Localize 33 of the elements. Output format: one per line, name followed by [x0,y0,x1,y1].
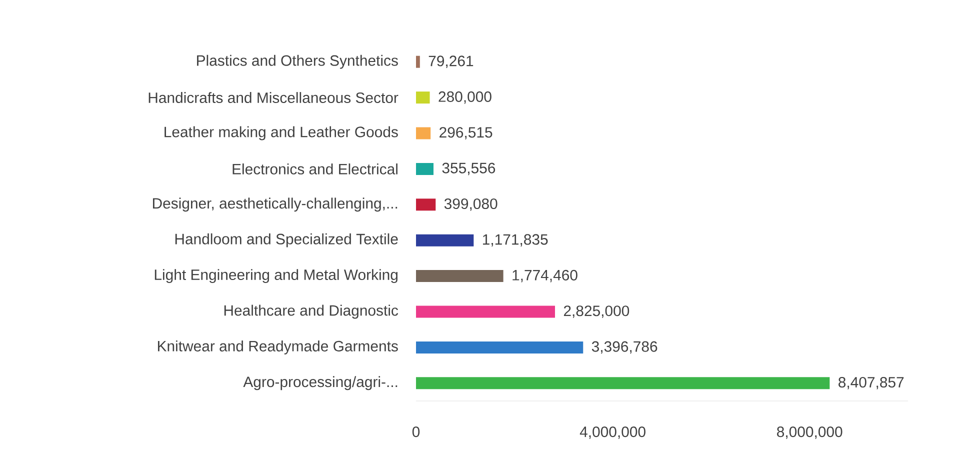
y-tick-label: Electronics and Electrical [232,163,398,174]
y-tick-label: Handicrafts and Miscellaneous Sector [148,92,398,104]
data-label: 1,171,835 [483,234,548,247]
data-label: 399,080 [444,198,498,211]
x-tick-label: 0 [412,426,420,438]
y-tick-label: Agro-processing/agri-... [243,376,398,390]
data-label: 2,825,000 [564,306,630,318]
data-label: 1,774,460 [512,270,578,282]
x-tick-label: 4,000,000 [580,426,646,439]
y-tick-label: Plastics and Others Synthetics [197,54,398,69]
y-tick-label: Handloom and Specialized Textile [175,233,398,248]
bar [416,198,436,211]
bar [416,92,430,104]
bar [416,270,504,282]
data-label: 280,000 [438,91,492,104]
x-tick-label: 8,000,000 [777,426,842,439]
data-label: 355,556 [442,162,496,176]
bar [416,377,830,390]
bar [416,127,431,140]
data-label: 296,515 [440,127,492,140]
y-tick-label: Knitwear and Readymade Garments [158,340,398,354]
y-tick-label: Designer, aesthetically-challenging,... [152,198,398,212]
bar [416,341,584,354]
y-tick-label: Light Engineering and Metal Working [154,269,398,283]
bar [416,234,474,246]
bar [416,56,420,68]
y-tick-label: Leather making and Leather Goods [164,126,398,140]
bar [416,162,434,175]
data-label: 3,396,786 [592,341,658,354]
data-label: 79,261 [428,56,474,68]
y-tick-label: Healthcare and Diagnostic [224,304,398,319]
bar [416,306,555,318]
data-label: 8,407,857 [838,376,904,390]
